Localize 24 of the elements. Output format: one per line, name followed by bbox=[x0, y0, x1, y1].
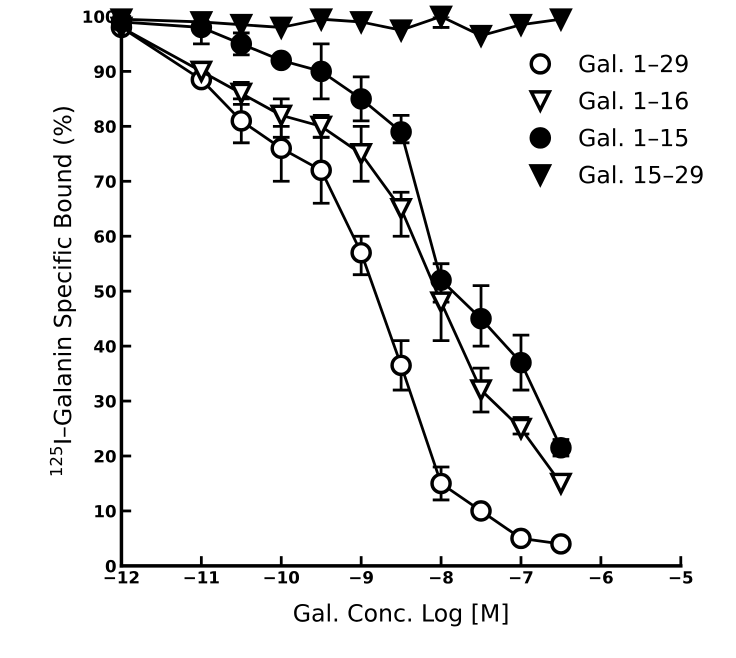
legend-label: Gal. 1–16 bbox=[579, 91, 688, 110]
legend-label: Gal. 15–29 bbox=[579, 165, 703, 184]
x-tick-label: −11 bbox=[184, 571, 219, 584]
y-tick-label: 70 bbox=[94, 175, 116, 188]
y-tick-label: 0 bbox=[106, 560, 116, 572]
y-tick-label: 90 bbox=[94, 65, 116, 78]
x-tick-label: −12 bbox=[104, 571, 139, 584]
y-tick-label: 10 bbox=[95, 504, 116, 518]
y-tick-label: 20 bbox=[94, 450, 116, 463]
y-tick-label: 30 bbox=[94, 395, 116, 408]
x-tick-label: −8 bbox=[430, 571, 453, 584]
x-tick-label: −10 bbox=[264, 571, 300, 584]
x-tick-label: −9 bbox=[350, 571, 373, 584]
y-tick-label: 40 bbox=[94, 340, 116, 353]
legend-label: Gal. 1–29 bbox=[579, 54, 688, 72]
x-tick-label: −5 bbox=[670, 571, 692, 584]
y-tick-label: 80 bbox=[94, 120, 116, 133]
x-tick-label: −6 bbox=[590, 571, 613, 584]
legend-label: Gal. 1–15 bbox=[579, 128, 688, 146]
y-tick-label: 60 bbox=[94, 230, 116, 243]
x-tick-label: −7 bbox=[510, 571, 532, 584]
y-axis-title: $^{125}$I–Galanin Specific Bound (%) bbox=[50, 107, 76, 476]
x-axis-title: Gal. Conc. Log [M] bbox=[294, 604, 508, 626]
y-tick-label: 50 bbox=[94, 285, 116, 298]
